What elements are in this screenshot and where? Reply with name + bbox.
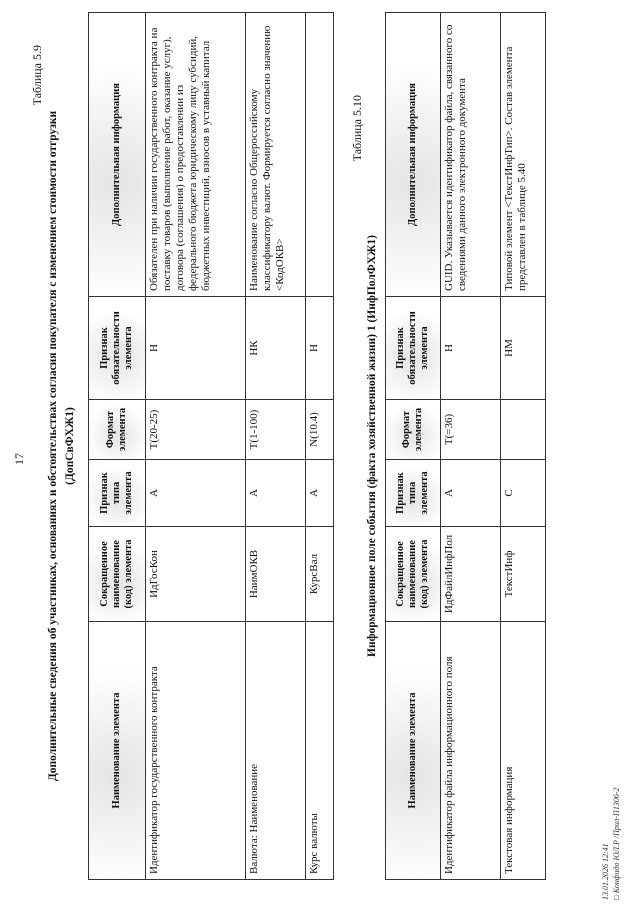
cell-name: Курс валюты [305,621,334,880]
cell-type: А [305,459,334,527]
header-type: Признак типа элемента [385,459,441,527]
cell-format [500,399,546,460]
cell-name: Текстовая информация [500,621,546,880]
cell-required: Н [305,296,334,400]
page-number: 17 [12,453,26,465]
table1-header-row: Наименование элемента Сокращенное наимен… [88,12,146,880]
header-type: Признак типа элемента [88,459,146,527]
cell-format: T(1-100) [245,399,306,460]
cell-code: ИдФайлИнфПол [440,526,501,622]
table2-caption: Таблица 5.10 [350,95,364,162]
header-name: Наименование элемента [385,621,441,880]
cell-code: НаимОКВ [245,526,306,622]
footer-doc-ref: □ Конфидо ЮЛ.Р /Прил-П1306-2 [612,787,621,901]
cell-code: ТекстИнф [500,526,546,622]
table-row: Идентификатор государственного контракта… [145,12,246,880]
header-format: Формат элемента [385,399,441,460]
table2: Наименование элемента Сокращенное наимен… [385,12,546,880]
cell-format: T(=36) [440,399,501,460]
cell-name: Идентификатор государственного контракта [145,621,246,880]
cell-name: Идентификатор файла информационного поля [440,621,501,880]
table1-title-line2: (ДопСвФХЖ1) [64,407,76,485]
cell-format: T(20-25) [145,399,246,460]
table2-header-row: Наименование элемента Сокращенное наимен… [385,12,441,880]
table-row: Идентификатор файла информационного поля… [440,12,501,880]
header-info: Дополнительная информация [385,12,441,297]
header-name: Наименование элемента [88,621,146,880]
cell-code: КурсВал [305,526,334,622]
cell-type: А [145,459,246,527]
cell-info: Типовой элемент <ТекстИнфТип>. Состав эл… [500,12,546,297]
table1-title-line1: Дополнительные сведения об участниках, о… [47,110,59,782]
cell-code: ИдГосКон [145,526,246,622]
table-row: Курс валюты КурсВал А N(10.4) Н [305,12,334,880]
header-code: Сокращенное наименование (код) элемента [88,526,146,622]
header-code: Сокращенное наименование (код) элемента [385,526,441,622]
footer-timestamp: 13.01.2026 12:41 [601,843,610,900]
header-required: Признак обязательности элемента [385,296,441,400]
table-row: Валюта: Наименование НаимОКВ А T(1-100) … [245,12,306,880]
table1-title: Дополнительные сведения об участниках, о… [45,12,79,880]
header-format: Формат элемента [88,399,146,460]
cell-info: Обязателен при наличии государственного … [145,12,246,297]
table2-title: Информационное поле события (факта хозяй… [366,235,378,657]
footer: 13.01.2026 12:41 □ Конфидо ЮЛ.Р /Прил-П1… [600,788,622,901]
cell-format: N(10.4) [305,399,334,460]
table1: Наименование элемента Сокращенное наимен… [88,12,334,880]
header-info: Дополнительная информация [88,12,146,297]
table1-caption: Таблица 5.9 [30,45,44,106]
header-required: Признак обязательности элемента [88,296,146,400]
cell-required: НК [245,296,306,400]
cell-name: Валюта: Наименование [245,621,306,880]
cell-info: GUID. Указывается идентификатор файла, с… [440,12,501,297]
cell-info [305,12,334,297]
cell-type: С [500,459,546,527]
cell-info: Наименование согласно Общероссийскому кл… [245,12,306,297]
cell-required: Н [440,296,501,400]
cell-required: Н [145,296,246,400]
cell-required: НМ [500,296,546,400]
cell-type: А [245,459,306,527]
table-row: Текстовая информация ТекстИнф С НМ Типов… [500,12,546,880]
cell-type: А [440,459,501,527]
